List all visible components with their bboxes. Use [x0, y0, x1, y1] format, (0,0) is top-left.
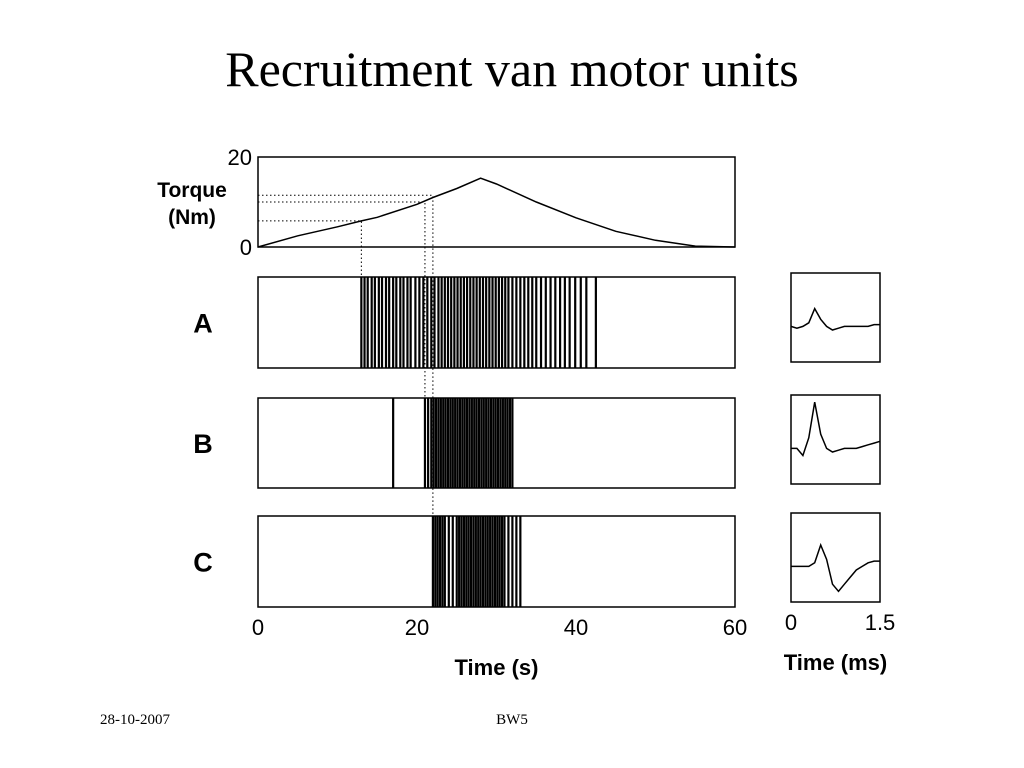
x-axis-label: Time (ms) [784, 650, 888, 675]
x-tick-label: 20 [405, 615, 429, 640]
footer-date: 28-10-2007 [100, 712, 170, 728]
x-tick-label: 60 [723, 615, 747, 640]
plot-frame [790, 394, 881, 485]
plot-frame [790, 512, 881, 603]
plot-frame [790, 272, 881, 363]
y-axis-label: (Nm) [168, 206, 216, 229]
slide-title: Recruitment van motor units [225, 41, 799, 97]
waveform-line [791, 401, 881, 458]
unit-label: B [193, 429, 213, 459]
unit-label: A [193, 309, 213, 339]
torque-line [257, 177, 736, 248]
waveform-line [791, 542, 880, 593]
y-axis-label: Torque [157, 179, 227, 202]
y-tick-label: 0 [240, 235, 252, 260]
x-tick-label: 1.5 [865, 610, 896, 635]
x-tick-label: 40 [564, 615, 588, 640]
x-tick-label: 0 [252, 615, 264, 640]
y-tick-label: 20 [228, 145, 252, 170]
footer-code: BW5 [496, 712, 528, 728]
plot-frame [257, 156, 736, 248]
unit-label: C [193, 548, 213, 578]
x-axis-label: Time (s) [455, 655, 539, 680]
threshold-guide [258, 220, 362, 277]
waveform-line [790, 306, 880, 331]
x-tick-label: 0 [785, 610, 797, 635]
